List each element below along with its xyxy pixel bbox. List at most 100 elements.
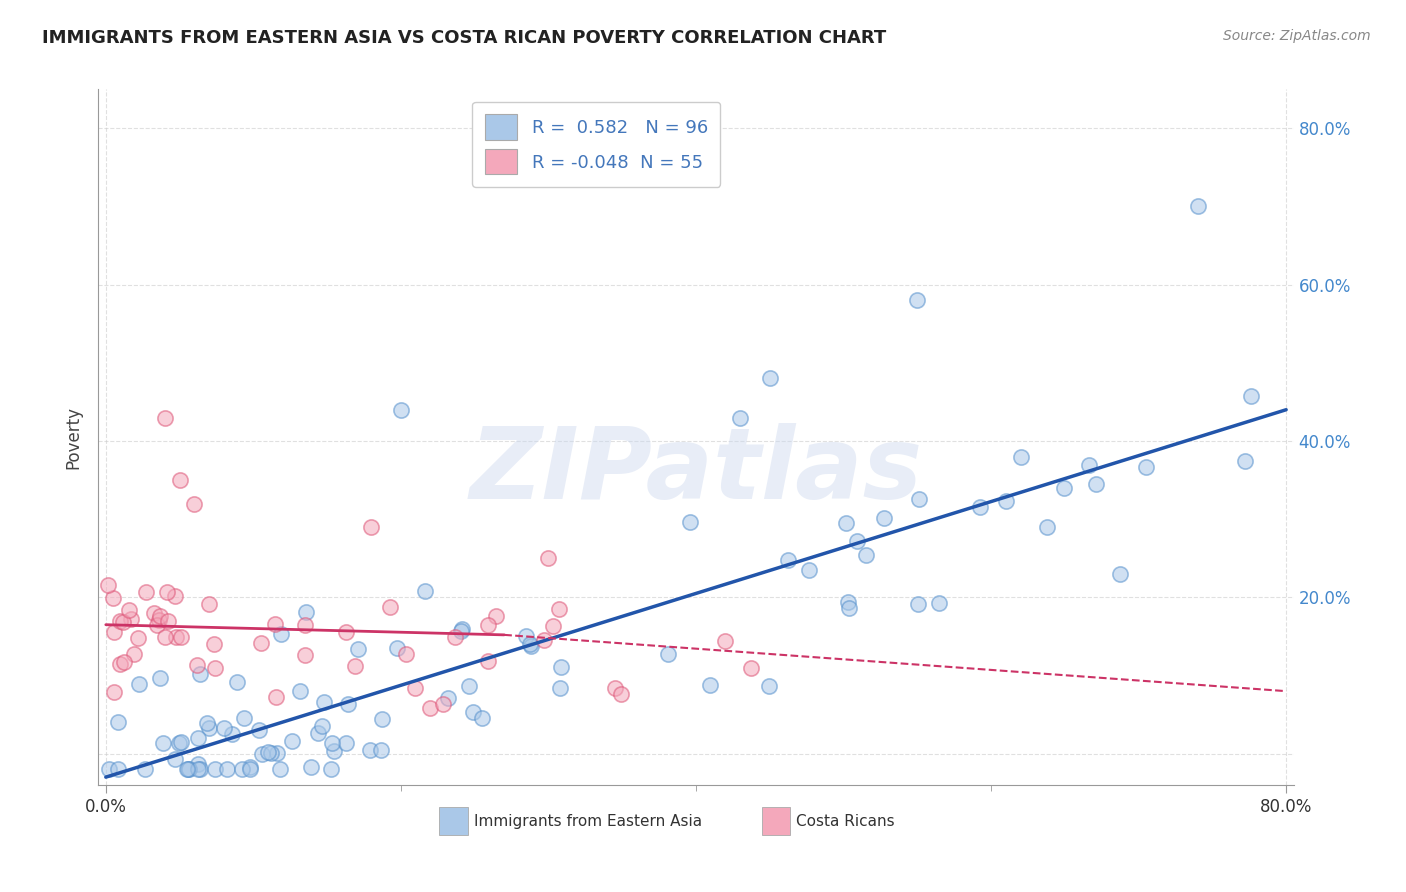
Point: [169, 473, 191, 487]
Point: [605, 681, 627, 695]
Point: [294, 648, 316, 662]
Point: [321, 762, 343, 776]
Y-axis label: Poverty: Poverty: [65, 406, 83, 468]
Point: [250, 636, 273, 650]
Point: [186, 658, 208, 673]
Point: [146, 618, 169, 632]
Point: [295, 605, 318, 619]
Point: [432, 697, 454, 711]
Point: [163, 752, 186, 766]
Point: [548, 602, 571, 616]
Point: [335, 736, 357, 750]
Point: [108, 614, 131, 628]
Point: [212, 721, 235, 735]
Point: [1077, 458, 1099, 472]
Point: [221, 727, 243, 741]
Point: [322, 744, 344, 758]
Point: [120, 612, 142, 626]
Point: [758, 371, 780, 385]
Point: [1135, 459, 1157, 474]
Point: [177, 762, 200, 776]
Point: [1035, 520, 1057, 534]
Point: [537, 551, 560, 566]
Point: [855, 548, 877, 562]
Point: [314, 695, 336, 709]
Point: [152, 736, 174, 750]
Point: [143, 606, 166, 620]
Point: [101, 591, 124, 605]
Point: [610, 687, 633, 701]
Point: [183, 496, 205, 510]
Point: [188, 762, 211, 776]
Point: [134, 762, 156, 776]
Point: [1187, 199, 1209, 213]
Point: [187, 757, 209, 772]
Point: [204, 762, 226, 776]
Point: [233, 711, 256, 725]
Point: [311, 719, 333, 733]
Point: [97, 578, 120, 592]
Point: [250, 747, 273, 761]
Point: [198, 597, 221, 611]
Point: [217, 762, 239, 776]
Point: [107, 714, 129, 729]
Point: [907, 597, 929, 611]
Point: [299, 760, 322, 774]
Point: [187, 731, 209, 745]
Point: [415, 583, 437, 598]
Point: [156, 584, 179, 599]
Point: [740, 660, 762, 674]
Point: [335, 624, 357, 639]
Point: [239, 760, 262, 774]
Point: [444, 630, 467, 644]
Point: [994, 493, 1017, 508]
Text: ZIPatlas: ZIPatlas: [470, 424, 922, 520]
Point: [728, 410, 751, 425]
Point: [169, 736, 191, 750]
Point: [450, 622, 472, 636]
Point: [679, 515, 702, 529]
Point: [450, 624, 472, 638]
Point: [458, 679, 481, 693]
Text: Source: ZipAtlas.com: Source: ZipAtlas.com: [1223, 29, 1371, 43]
Point: [111, 615, 134, 629]
Point: [148, 613, 170, 627]
Point: [799, 563, 821, 577]
Point: [247, 723, 270, 738]
Text: Immigrants from Eastern Asia: Immigrants from Eastern Asia: [474, 814, 702, 829]
Point: [153, 630, 176, 644]
Point: [149, 609, 172, 624]
Point: [149, 671, 172, 685]
Point: [269, 762, 291, 776]
Point: [436, 691, 458, 706]
Point: [404, 681, 426, 695]
Text: Costa Ricans: Costa Ricans: [796, 814, 896, 829]
Point: [281, 734, 304, 748]
Point: [371, 712, 394, 726]
Point: [170, 735, 193, 749]
Point: [541, 619, 564, 633]
Point: [204, 661, 226, 675]
Point: [321, 735, 343, 749]
Point: [370, 743, 392, 757]
Point: [153, 410, 176, 425]
Point: [337, 698, 360, 712]
Point: [520, 639, 543, 653]
Point: [170, 630, 193, 644]
Point: [550, 659, 572, 673]
Point: [471, 711, 494, 725]
Point: [288, 683, 311, 698]
Point: [122, 647, 145, 661]
Point: [905, 293, 928, 308]
FancyBboxPatch shape: [762, 807, 790, 835]
Point: [103, 684, 125, 698]
Point: [179, 762, 201, 776]
Point: [202, 637, 225, 651]
Point: [1010, 450, 1032, 464]
Point: [347, 642, 370, 657]
Point: [359, 743, 381, 757]
Point: [118, 603, 141, 617]
Point: [176, 762, 198, 776]
Point: [714, 634, 737, 648]
Point: [135, 585, 157, 599]
